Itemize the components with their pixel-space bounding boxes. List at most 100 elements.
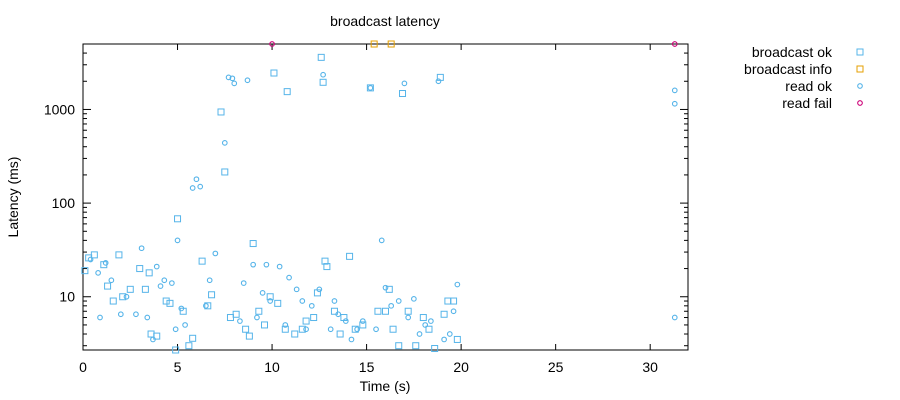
x-tick-label: 30 — [642, 359, 658, 375]
read-ok-point — [240, 280, 247, 286]
broadcast-ok-point — [166, 299, 174, 307]
read-ok-point — [244, 77, 251, 84]
broadcast-ok-point — [389, 325, 397, 333]
broadcast-ok-point — [450, 297, 458, 305]
read-ok-point — [411, 295, 417, 302]
broadcast-ok-point — [317, 53, 325, 61]
read-ok-point — [157, 283, 164, 289]
broadcast-ok-point — [90, 251, 98, 259]
read-ok-point — [428, 318, 434, 324]
read-ok-point — [197, 183, 204, 190]
read-ok-point — [446, 331, 453, 337]
read-ok-point — [225, 74, 232, 81]
legend-marker-broadcast-ok — [856, 48, 864, 56]
broadcast-ok-point — [412, 342, 420, 350]
broadcast-ok-point — [145, 269, 153, 277]
broadcast-ok-point — [172, 346, 180, 354]
broadcast-ok-point — [242, 325, 250, 333]
legend-marker-broadcast-info — [856, 65, 864, 73]
read-ok-point — [454, 281, 461, 288]
broadcast-ok-point — [266, 293, 274, 301]
read-ok-point — [308, 302, 315, 309]
broadcast-ok-point — [109, 297, 117, 305]
broadcast-ok-point — [323, 263, 331, 271]
read-ok-point — [276, 263, 283, 270]
read-ok-point — [254, 314, 260, 321]
read-fail-point — [269, 41, 275, 47]
read-ok-point — [259, 290, 266, 296]
read-ok-point — [293, 286, 300, 293]
data-points — [81, 40, 678, 354]
x-tick-label: 5 — [174, 359, 182, 375]
broadcast-ok-point — [336, 330, 344, 338]
read-ok-point — [153, 263, 160, 270]
broadcast-ok-point — [208, 291, 216, 299]
read-ok-point — [382, 284, 389, 291]
read-ok-point — [335, 311, 342, 318]
read-ok-point — [282, 322, 289, 328]
broadcast-ok-point — [281, 325, 289, 333]
read-ok-point — [373, 326, 379, 333]
read-ok-point — [206, 277, 213, 284]
read-ok-point — [133, 311, 139, 318]
y-axis: 10 100 1000 — [44, 43, 688, 347]
broadcast-ok-point — [81, 267, 89, 275]
read-ok-point — [405, 314, 412, 321]
read-ok-point — [303, 326, 309, 333]
broadcast-ok-point — [255, 307, 263, 315]
broadcast-ok-point — [346, 252, 354, 260]
broadcast-ok-point — [119, 293, 127, 301]
x-tick-label: 25 — [548, 359, 564, 375]
read-ok-point — [144, 314, 151, 321]
read-ok-point — [388, 302, 395, 309]
y-axis-label: Latency (ms) — [5, 157, 21, 238]
broadcast-ok-point — [310, 314, 318, 322]
read-ok-point — [316, 286, 323, 293]
read-ok-point — [97, 314, 103, 321]
broadcast-ok-point — [141, 285, 149, 293]
broadcast-ok-point — [366, 84, 374, 92]
broadcast-ok-point — [419, 314, 427, 322]
read-ok-point — [117, 311, 124, 318]
read-ok-point — [193, 176, 200, 183]
broadcast-ok-point — [321, 257, 329, 265]
read-ok-point — [178, 305, 185, 312]
read-ok-point — [229, 75, 236, 82]
read-ok-point — [95, 269, 101, 276]
read-ok-point — [320, 71, 326, 78]
broadcast-ok-point — [115, 251, 123, 259]
broadcast-ok-point — [425, 325, 433, 333]
x-axis-label: Time (s) — [360, 378, 411, 394]
read-ok-point — [671, 314, 678, 321]
plot-border — [82, 43, 689, 351]
read-ok-point — [150, 336, 156, 343]
broadcast-ok-point — [147, 330, 155, 338]
read-ok-point — [189, 185, 196, 191]
legend-label-read-ok: read ok — [785, 78, 833, 94]
broadcast-ok-point — [249, 240, 257, 248]
read-ok-point — [348, 336, 355, 343]
plot-frame — [82, 43, 689, 351]
broadcast-ok-point — [283, 88, 291, 96]
broadcast-ok-point — [126, 285, 134, 293]
broadcast-info-point — [387, 40, 395, 48]
y-tick-label: 10 — [59, 289, 75, 305]
broadcast-ok-point — [291, 330, 299, 338]
read-ok-point — [237, 318, 243, 324]
broadcast-ok-point — [298, 325, 306, 333]
broadcast-ok-point — [404, 307, 412, 315]
broadcast-ok-point — [453, 335, 461, 343]
read-ok-point — [263, 261, 270, 268]
read-ok-point — [138, 245, 145, 252]
broadcast-ok-point — [351, 325, 359, 333]
read-ok-point — [435, 78, 442, 85]
read-ok-point — [212, 250, 219, 257]
broadcast-ok-point — [162, 297, 170, 305]
read-ok-point — [172, 326, 179, 333]
broadcast-ok-point — [399, 90, 407, 98]
read-ok-point — [671, 87, 678, 94]
x-tick-label: 0 — [79, 359, 87, 375]
legend-label-broadcast-info: broadcast info — [744, 61, 832, 77]
broadcast-ok-point — [302, 317, 310, 325]
